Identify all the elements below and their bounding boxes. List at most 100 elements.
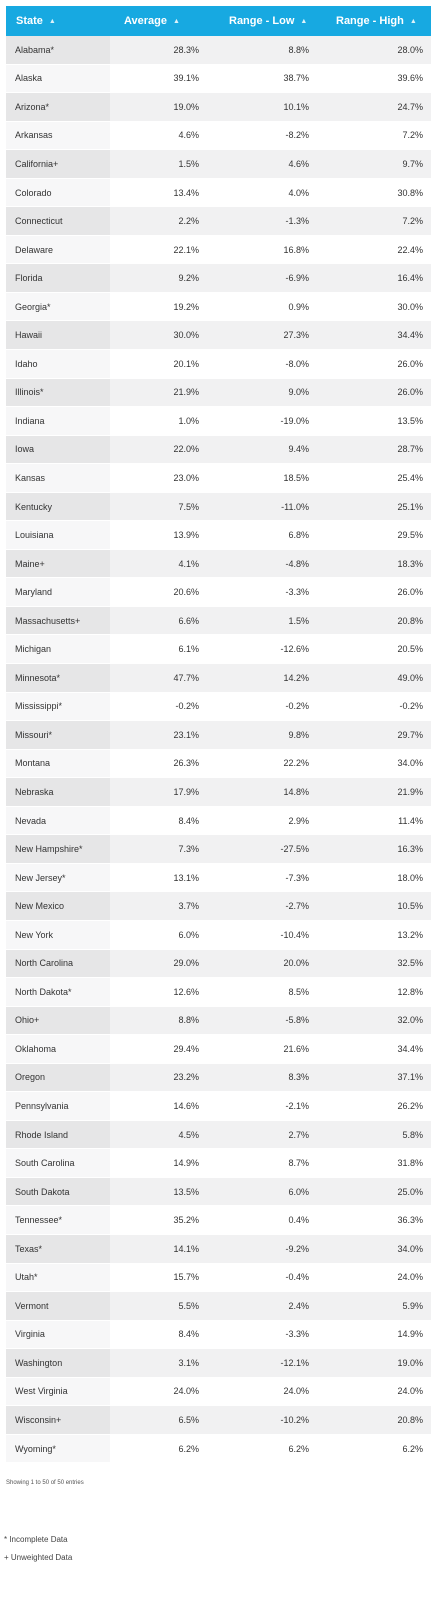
range-low-cell: 38.7%: [283, 73, 309, 84]
range-high-cell: 5.9%: [402, 1300, 423, 1311]
table-row: New Hampshire* 7.3% -27.5% 16.3%: [6, 835, 431, 864]
table-row: Louisiana 13.9% 6.8% 29.5%: [6, 521, 431, 550]
range-high-cell: 32.0%: [397, 1015, 423, 1026]
range-low-cell: -2.7%: [285, 901, 309, 912]
table-row: South Dakota 13.5% 6.0% 25.0%: [6, 1177, 431, 1207]
table-row: Delaware 22.1% 16.8% 22.4%: [6, 235, 431, 265]
range-low-cell: 21.6%: [283, 1043, 309, 1054]
column-header-average[interactable]: Average ▲: [110, 15, 207, 27]
column-header-range-low[interactable]: Range - Low ▲: [207, 15, 317, 27]
average-cell: 8.4%: [178, 815, 199, 826]
average-cell: 39.1%: [173, 73, 199, 84]
range-low-cell: -7.3%: [285, 872, 309, 883]
state-cell: Oklahoma: [6, 1035, 110, 1063]
range-low-cell: -3.3%: [285, 1329, 309, 1340]
range-high-cell: 24.7%: [397, 101, 423, 112]
table-row: North Carolina 29.0% 20.0% 32.5%: [6, 949, 431, 979]
table-row: New Mexico 3.7% -2.7% 10.5%: [6, 892, 431, 921]
range-low-cell: 10.1%: [283, 101, 309, 112]
state-cell: West Virginia: [6, 1377, 110, 1406]
table-info: Showing 1 to 50 of 50 entries: [6, 1480, 84, 1486]
range-high-cell: 49.0%: [397, 672, 423, 683]
table-row: West Virginia 24.0% 24.0% 24.0%: [6, 1377, 431, 1407]
range-low-cell: 14.8%: [283, 786, 309, 797]
range-high-cell: 34.0%: [397, 1243, 423, 1254]
state-cell: Wyoming*: [6, 1434, 110, 1463]
range-high-cell: 26.0%: [397, 387, 423, 398]
range-low-cell: 9.8%: [288, 729, 309, 740]
range-high-cell: 32.5%: [397, 958, 423, 969]
average-cell: 6.6%: [178, 615, 199, 626]
legend-incomplete: * Incomplete Data: [4, 1535, 68, 1544]
average-cell: 23.1%: [173, 729, 199, 740]
range-high-cell: 7.2%: [402, 216, 423, 227]
table-row: New Jersey* 13.1% -7.3% 18.0%: [6, 863, 431, 893]
range-high-cell: 39.6%: [397, 73, 423, 84]
average-cell: 30.0%: [173, 330, 199, 341]
range-high-cell: 22.4%: [397, 244, 423, 255]
average-cell: 20.6%: [173, 587, 199, 598]
range-high-cell: 28.7%: [397, 444, 423, 455]
average-cell: 7.3%: [178, 844, 199, 855]
state-cell: New Jersey*: [6, 863, 110, 892]
range-low-cell: -8.0%: [285, 358, 309, 369]
range-low-cell: 18.5%: [283, 472, 309, 483]
table-row: Kentucky 7.5% -11.0% 25.1%: [6, 492, 431, 522]
average-cell: 13.1%: [173, 872, 199, 883]
average-cell: 3.7%: [178, 901, 199, 912]
sort-icon: ▲: [300, 17, 308, 25]
average-cell: 3.1%: [178, 1357, 199, 1368]
range-low-cell: 27.3%: [283, 330, 309, 341]
average-cell: 7.5%: [178, 501, 199, 512]
state-cell: Maryland: [6, 578, 110, 606]
range-high-cell: 11.4%: [398, 815, 423, 826]
state-cell: Mississippi*: [6, 692, 110, 721]
table-row: Connecticut 2.2% -1.3% 7.2%: [6, 207, 431, 236]
state-cell: Virginia: [6, 1320, 110, 1349]
state-cell: Massachusetts+: [6, 606, 110, 635]
range-low-cell: 14.2%: [283, 672, 309, 683]
state-cell: Kansas: [6, 464, 110, 492]
range-high-cell: 25.1%: [397, 501, 423, 512]
table-row: Montana 26.3% 22.2% 34.0%: [6, 749, 431, 779]
table-row: Texas* 14.1% -9.2% 34.0%: [6, 1234, 431, 1264]
range-high-cell: 25.0%: [397, 1186, 423, 1197]
state-cell: Louisiana: [6, 521, 110, 549]
range-high-cell: 12.8%: [397, 986, 423, 997]
state-cell: North Carolina: [6, 949, 110, 978]
average-cell: 5.5%: [178, 1300, 199, 1311]
table-row: Illinois* 21.9% 9.0% 26.0%: [6, 378, 431, 408]
state-cell: Oregon: [6, 1063, 110, 1092]
state-cell: South Dakota: [6, 1177, 110, 1206]
range-high-cell: 26.2%: [397, 1101, 423, 1111]
average-cell: 35.2%: [173, 1215, 199, 1226]
column-header-state[interactable]: State ▲: [6, 15, 110, 27]
table-body: Alabama* 28.3% 8.8% 28.0% Alaska 39.1% 38.7% 39…: [6, 36, 431, 1464]
table-row: Washington 3.1% -12.1% 19.0%: [6, 1349, 431, 1378]
table-row: Massachusetts+ 6.6% 1.5% 20.8%: [6, 606, 431, 636]
column-header-range-high[interactable]: Range - High ▲: [317, 15, 431, 27]
table-row: Iowa 22.0% 9.4% 28.7%: [6, 435, 431, 465]
range-low-cell: 8.3%: [288, 1072, 309, 1083]
state-cell: Ohio+: [6, 1006, 110, 1035]
table-row: Virginia 8.4% -3.3% 14.9%: [6, 1320, 431, 1350]
range-high-cell: 20.8%: [397, 615, 423, 626]
average-cell: 4.6%: [178, 130, 199, 141]
range-high-cell: 16.3%: [397, 844, 423, 855]
table-row: California+ 1.5% 4.6% 9.7%: [6, 150, 431, 179]
average-cell: 1.0%: [178, 415, 199, 426]
legend-unweighted: + Unweighted Data: [4, 1553, 73, 1562]
average-cell: 19.2%: [173, 301, 199, 312]
table-row: Vermont 5.5% 2.4% 5.9%: [6, 1292, 431, 1321]
table-row: Hawaii 30.0% 27.3% 34.4%: [6, 321, 431, 351]
range-high-cell: 31.8%: [397, 1158, 423, 1169]
average-cell: 6.1%: [178, 644, 199, 655]
state-cell: Montana: [6, 749, 110, 778]
state-cell: New York: [6, 920, 110, 949]
range-low-cell: -12.1%: [280, 1357, 309, 1368]
table-row: Nebraska 17.9% 14.8% 21.9%: [6, 778, 431, 807]
range-low-cell: 24.0%: [283, 1386, 309, 1397]
state-cell: California+: [6, 150, 110, 178]
average-cell: 20.1%: [173, 358, 199, 369]
table-row: Pennsylvania 14.6% -2.1% 26.2%: [6, 1092, 431, 1121]
